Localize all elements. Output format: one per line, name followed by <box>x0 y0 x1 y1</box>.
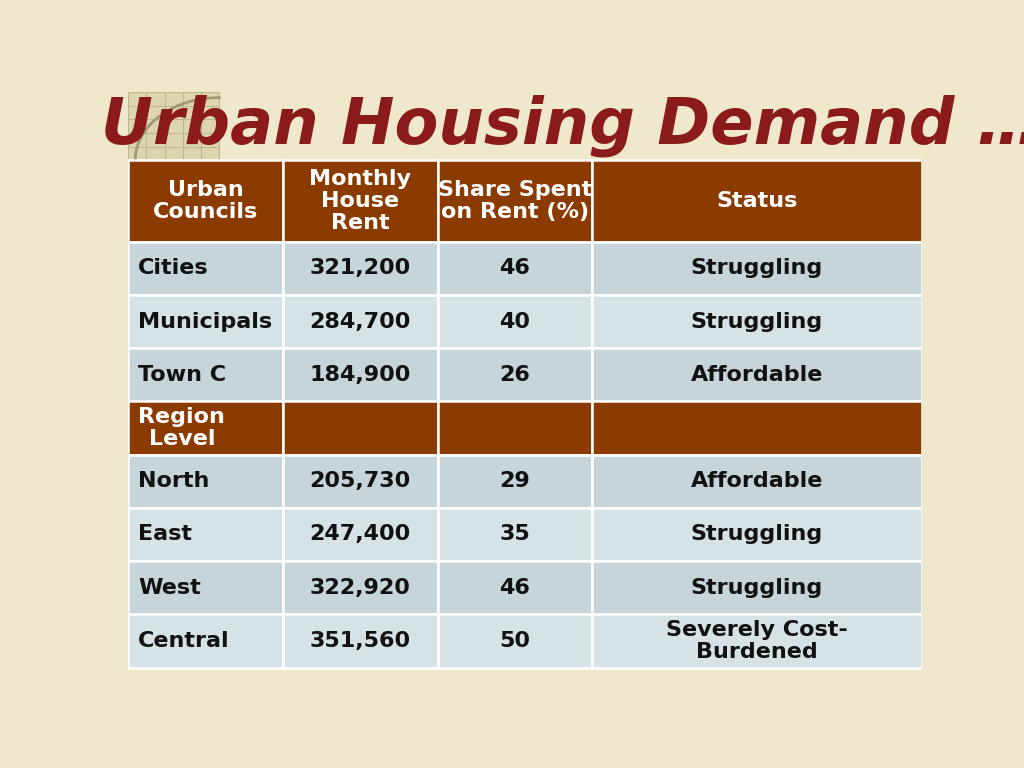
FancyBboxPatch shape <box>283 161 437 242</box>
Text: Urban Housing Demand …: Urban Housing Demand … <box>100 95 1024 157</box>
FancyBboxPatch shape <box>592 242 922 295</box>
FancyBboxPatch shape <box>592 561 922 614</box>
FancyBboxPatch shape <box>128 402 283 455</box>
Text: Status: Status <box>716 191 798 211</box>
Text: Share Spent
on Rent (%): Share Spent on Rent (%) <box>437 180 592 222</box>
Text: Struggling: Struggling <box>691 312 823 332</box>
FancyBboxPatch shape <box>592 402 922 455</box>
FancyBboxPatch shape <box>592 348 922 402</box>
FancyBboxPatch shape <box>437 348 592 402</box>
Text: 46: 46 <box>500 578 530 598</box>
FancyBboxPatch shape <box>437 295 592 348</box>
FancyBboxPatch shape <box>128 561 283 614</box>
FancyBboxPatch shape <box>437 161 592 242</box>
Text: 46: 46 <box>500 258 530 278</box>
Text: North: North <box>138 472 210 492</box>
Text: 205,730: 205,730 <box>309 472 411 492</box>
Text: Struggling: Struggling <box>691 525 823 545</box>
Text: Struggling: Struggling <box>691 258 823 278</box>
FancyBboxPatch shape <box>283 295 437 348</box>
FancyBboxPatch shape <box>128 348 283 402</box>
FancyBboxPatch shape <box>437 242 592 295</box>
FancyBboxPatch shape <box>283 508 437 561</box>
Text: Town C: Town C <box>138 365 226 385</box>
Text: 184,900: 184,900 <box>309 365 411 385</box>
FancyBboxPatch shape <box>437 508 592 561</box>
Text: 321,200: 321,200 <box>309 258 411 278</box>
FancyBboxPatch shape <box>283 242 437 295</box>
Text: 284,700: 284,700 <box>309 312 411 332</box>
FancyBboxPatch shape <box>592 295 922 348</box>
Text: Severely Cost-
Burdened: Severely Cost- Burdened <box>666 620 848 662</box>
Text: West: West <box>138 578 201 598</box>
Text: Region
Level: Region Level <box>138 407 225 449</box>
FancyBboxPatch shape <box>128 161 283 242</box>
Text: Affordable: Affordable <box>691 365 823 385</box>
Text: East: East <box>138 525 193 545</box>
FancyBboxPatch shape <box>283 561 437 614</box>
FancyBboxPatch shape <box>283 348 437 402</box>
Text: 29: 29 <box>500 472 530 492</box>
Text: 35: 35 <box>500 525 530 545</box>
FancyBboxPatch shape <box>283 402 437 455</box>
Text: Monthly
House
Rent: Monthly House Rent <box>309 168 411 233</box>
Text: 26: 26 <box>500 365 530 385</box>
FancyBboxPatch shape <box>128 242 283 295</box>
Text: Cities: Cities <box>138 258 209 278</box>
FancyBboxPatch shape <box>437 402 592 455</box>
FancyBboxPatch shape <box>283 455 437 508</box>
FancyBboxPatch shape <box>592 508 922 561</box>
FancyBboxPatch shape <box>128 508 283 561</box>
FancyBboxPatch shape <box>437 455 592 508</box>
Text: Struggling: Struggling <box>691 578 823 598</box>
FancyBboxPatch shape <box>592 614 922 667</box>
Text: Municipals: Municipals <box>138 312 272 332</box>
FancyBboxPatch shape <box>283 614 437 667</box>
Text: 40: 40 <box>500 312 530 332</box>
FancyBboxPatch shape <box>592 161 922 242</box>
FancyBboxPatch shape <box>128 455 283 508</box>
FancyBboxPatch shape <box>128 92 922 161</box>
Text: Affordable: Affordable <box>691 472 823 492</box>
Text: Central: Central <box>138 631 230 651</box>
Text: 351,560: 351,560 <box>309 631 411 651</box>
FancyBboxPatch shape <box>437 561 592 614</box>
FancyBboxPatch shape <box>592 455 922 508</box>
FancyBboxPatch shape <box>128 295 283 348</box>
Text: 247,400: 247,400 <box>309 525 411 545</box>
Text: Urban
Councils: Urban Councils <box>153 180 258 222</box>
FancyBboxPatch shape <box>128 614 283 667</box>
Text: 322,920: 322,920 <box>309 578 411 598</box>
Text: 50: 50 <box>500 631 530 651</box>
FancyBboxPatch shape <box>128 92 219 161</box>
FancyBboxPatch shape <box>437 614 592 667</box>
